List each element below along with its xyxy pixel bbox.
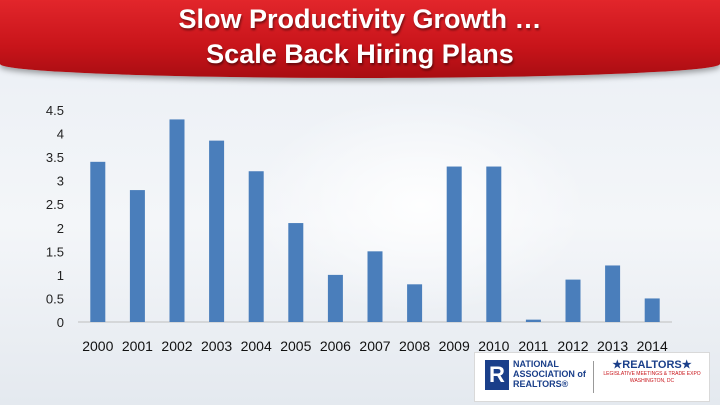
- realtor-r-mark: R: [485, 360, 509, 390]
- nar-wordmark: NATIONAL ASSOCIATION of REALTORS®: [513, 359, 586, 389]
- bar-2011: [525, 319, 541, 322]
- nar-line-1: NATIONAL: [513, 359, 559, 369]
- nar-line-3: REALTORS®: [513, 379, 569, 389]
- background-capitol-decoration: [250, 95, 590, 315]
- bar-2002: [169, 119, 185, 322]
- bar-2005: [288, 223, 304, 322]
- x-tick-label: 2014: [637, 338, 668, 354]
- bar-2014: [644, 298, 660, 322]
- slide-title: Slow Productivity Growth … Scale Back Hi…: [0, 2, 720, 72]
- x-tick-label: 2008: [399, 338, 430, 354]
- y-tick-label: 3.5: [46, 150, 64, 165]
- y-tick-label: 2.5: [46, 197, 64, 212]
- y-tick-label: 4: [57, 127, 64, 142]
- y-tick-label: 0: [57, 315, 64, 330]
- bar-2012: [565, 279, 581, 322]
- bar-2003: [209, 140, 225, 322]
- bar-2009: [446, 166, 462, 322]
- bar-2000: [90, 161, 106, 322]
- expo-logo: ★REALTORS★ LEGISLATIVE MEETINGS & TRADE …: [599, 359, 705, 385]
- y-tick-label: 0.5: [46, 291, 64, 306]
- y-tick-label: 3: [57, 174, 64, 189]
- expo-brand: ★REALTORS★: [612, 359, 692, 371]
- x-tick-label: 2007: [359, 338, 390, 354]
- title-line-2: Scale Back Hiring Plans: [206, 39, 514, 69]
- x-tick-label: 2001: [122, 338, 153, 354]
- x-tick-label: 2005: [280, 338, 311, 354]
- x-tick-label: 2013: [597, 338, 628, 354]
- nar-logo: R NATIONAL ASSOCIATION of REALTORS® ★REA…: [474, 352, 710, 402]
- x-tick-label: 2003: [201, 338, 232, 354]
- expo-subtitle: LEGISLATIVE MEETINGS & TRADE EXPO: [603, 371, 701, 377]
- title-line-1: Slow Productivity Growth …: [178, 4, 542, 34]
- x-tick-label: 2009: [439, 338, 470, 354]
- nar-line-2: ASSOCIATION of: [513, 369, 586, 379]
- title-banner: Slow Productivity Growth … Scale Back Hi…: [0, 0, 720, 78]
- expo-location: WASHINGTON, DC: [629, 378, 675, 384]
- x-tick-label: 2004: [241, 338, 272, 354]
- x-tick-label: 2006: [320, 338, 351, 354]
- bar-2007: [367, 251, 383, 322]
- x-tick-label: 2002: [161, 338, 192, 354]
- y-tick-label: 1: [57, 268, 64, 283]
- bar-2010: [486, 166, 502, 322]
- y-tick-label: 2: [57, 221, 64, 236]
- bars-group: [90, 119, 660, 322]
- logo-divider: [593, 361, 594, 393]
- x-tick-label: 2000: [82, 338, 113, 354]
- bar-2001: [129, 190, 145, 322]
- x-tick-label: 2011: [518, 338, 548, 354]
- x-axis: 2000 2001 2002 2003 2004 2005 2006 2007 2008 2009…: [82, 338, 668, 354]
- bar-2008: [407, 284, 423, 322]
- bar-2004: [248, 171, 264, 322]
- y-tick-label: 4.5: [46, 103, 64, 118]
- bar-2006: [327, 274, 343, 322]
- y-axis: 0 0.5 1 1.5 2 2.5 3 3.5 4 4.5: [46, 103, 64, 330]
- x-tick-label: 2010: [478, 338, 509, 354]
- x-tick-label: 2012: [557, 338, 588, 354]
- y-tick-label: 1.5: [46, 244, 64, 259]
- bar-2013: [605, 265, 621, 322]
